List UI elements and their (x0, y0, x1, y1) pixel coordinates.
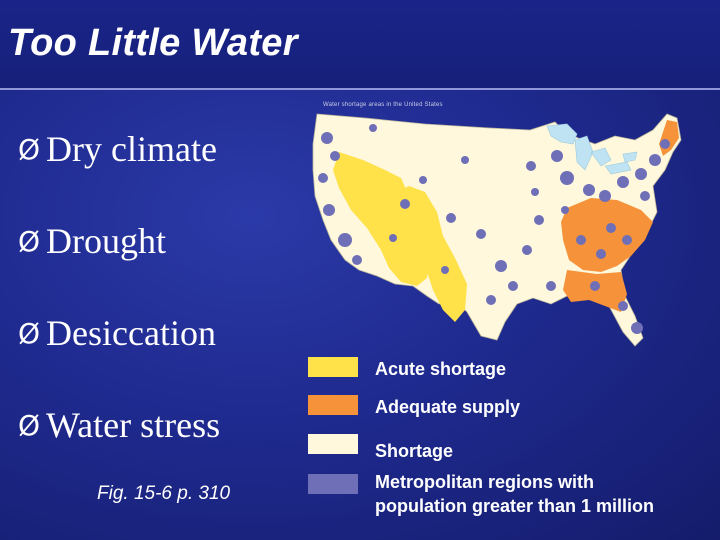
bullet-arrow-icon: Ø (18, 317, 41, 350)
slide-title: Too Little Water (8, 22, 298, 64)
legend-swatch-shortage (308, 434, 358, 454)
figure-caption: Fig. 15-6 p. 310 (97, 483, 231, 504)
title-bar: Too Little Water (0, 0, 720, 90)
acute-shortage-west (333, 152, 429, 286)
map-header: Water shortage areas in the United State… (323, 102, 443, 108)
legend-swatch-metro (308, 474, 358, 494)
great-lakes (546, 123, 638, 175)
bullet-item: Ø Water stress (18, 404, 220, 446)
legend-label: Acute shortage (375, 359, 507, 379)
legend-label: Shortage (375, 441, 454, 461)
legend-label: Adequate supply (375, 397, 521, 417)
bullet-arrow-icon: Ø (18, 225, 41, 258)
bullet-item: Ø Desiccation (18, 312, 216, 354)
metro-regions (318, 124, 670, 334)
bullet-item: Ø Dry climate (18, 128, 217, 170)
us-water-map: Water shortage areas in the United State… (305, 100, 715, 370)
bullet-label: Water stress (46, 405, 221, 445)
us-map-graphic (312, 113, 682, 347)
legend-swatch-adequate (308, 395, 358, 415)
acute-shortage-plains (389, 186, 467, 322)
legend-swatch-acute (308, 357, 358, 377)
legend-label-line2: population greater than 1 million (375, 496, 655, 516)
bullet-arrow-icon: Ø (18, 409, 41, 442)
bullet-label: Desiccation (46, 313, 216, 353)
bullet-label: Drought (46, 221, 167, 261)
bullet-item: Ø Drought (18, 220, 166, 262)
adequate-supply-east (561, 198, 653, 272)
bullet-arrow-icon: Ø (18, 133, 41, 166)
bullet-label: Dry climate (46, 129, 217, 169)
legend-label: Metropolitan regions with (375, 472, 594, 492)
